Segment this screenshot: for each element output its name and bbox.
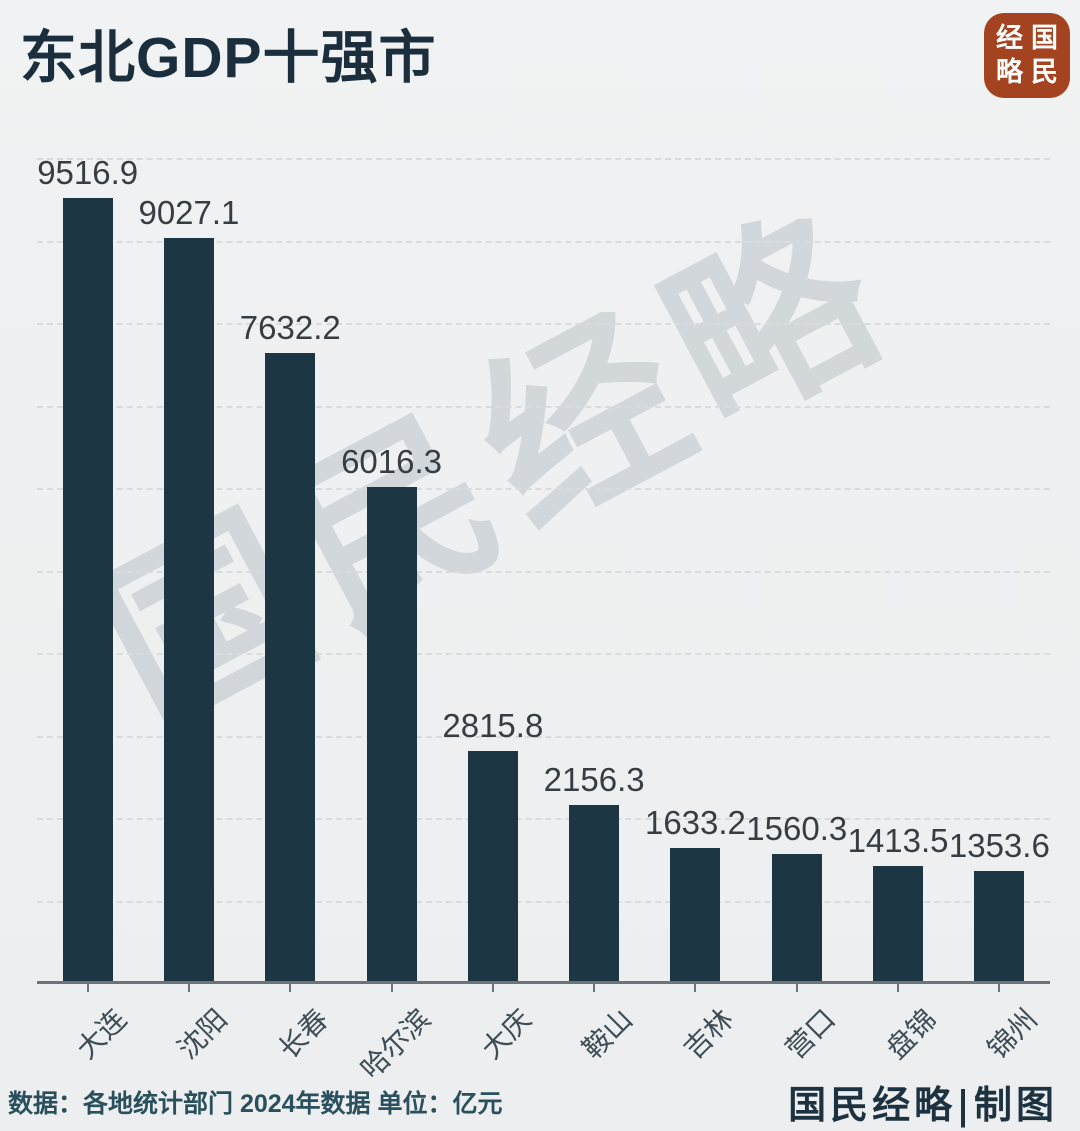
- credit-text: 国民经略|制图: [788, 1082, 1058, 1127]
- bar-value-label: 1633.2: [644, 804, 746, 842]
- bar-value-label: 2815.8: [442, 706, 544, 744]
- x-tick-label-盘锦: 盘锦: [880, 1003, 943, 1065]
- page-title: 东北GDP十强市: [20, 26, 437, 90]
- logo-char-guo: 国: [1031, 22, 1058, 54]
- logo-char-jing: 经: [996, 22, 1023, 54]
- x-tick-label-哈尔滨: 哈尔滨: [354, 1003, 436, 1085]
- x-axis-tick: [491, 983, 494, 992]
- x-axis-tick: [289, 983, 292, 992]
- bar-value-label: 1413.5: [847, 822, 949, 860]
- bar-盘锦: [873, 866, 924, 983]
- gridline: [37, 158, 1050, 160]
- x-tick-label-大连: 大连: [70, 1003, 132, 1065]
- bar-value-label: 9516.9: [37, 153, 139, 191]
- x-axis-line: [37, 981, 1050, 984]
- brand-logo: 经 国 略 民: [984, 13, 1070, 98]
- bar-哈尔滨: [366, 486, 417, 983]
- bar-value-label: 2156.3: [543, 761, 645, 799]
- x-axis-tick: [998, 983, 1001, 992]
- x-tick-label-吉林: 吉林: [678, 1003, 740, 1065]
- bar-沈阳: [163, 238, 214, 983]
- bar-营口: [771, 854, 822, 983]
- bar-长春: [265, 353, 316, 983]
- bar-value-label: 1353.6: [948, 827, 1050, 865]
- x-axis-tick: [593, 983, 596, 992]
- logo-char-min: 民: [1031, 57, 1058, 89]
- gridline: [37, 405, 1050, 408]
- x-axis-tick: [897, 983, 900, 992]
- logo-char-lve: 略: [996, 57, 1023, 89]
- bar-大庆: [467, 750, 518, 983]
- gridline: [37, 735, 1050, 738]
- x-tick-label-营口: 营口: [779, 1003, 841, 1065]
- bar-value-label: 1560.3: [746, 810, 848, 848]
- gridline: [37, 488, 1050, 490]
- x-axis-tick: [795, 983, 798, 992]
- gridline: [37, 653, 1050, 655]
- bar-锦州: [974, 871, 1025, 983]
- x-tick-label-沈阳: 沈阳: [171, 1003, 234, 1065]
- gridline: [37, 570, 1050, 573]
- x-tick-label-大庆: 大庆: [475, 1003, 538, 1065]
- bar-大连: [62, 197, 113, 983]
- x-axis-tick: [694, 983, 697, 992]
- x-axis-tick: [187, 983, 190, 992]
- data-source-note: 数据：各地统计部门 2024年数据 单位：亿元: [8, 1090, 503, 1118]
- x-tick-label-鞍山: 鞍山: [576, 1003, 639, 1065]
- gridline: [37, 900, 1050, 903]
- bar-鞍山: [569, 805, 620, 983]
- gridline: [37, 323, 1050, 325]
- bar-吉林: [670, 848, 721, 983]
- x-tick-label-锦州: 锦州: [981, 1003, 1044, 1065]
- x-axis-tick: [390, 983, 393, 992]
- bar-value-label: 7632.2: [239, 309, 341, 347]
- x-axis-tick: [86, 983, 89, 992]
- x-tick-label-长春: 长春: [272, 1003, 335, 1065]
- bar-value-label: 9027.1: [138, 194, 240, 232]
- bar-value-label: 6016.3: [341, 442, 443, 480]
- gridline: [37, 240, 1050, 243]
- gridline: [37, 818, 1050, 820]
